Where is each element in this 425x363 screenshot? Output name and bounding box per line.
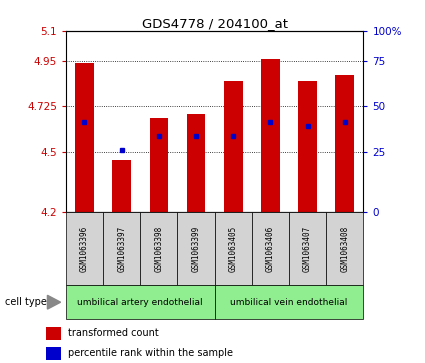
Bar (66, 285, 215, 319)
Bar (215, 212, 252, 285)
Text: umbilical vein endothelial: umbilical vein endothelial (230, 298, 348, 307)
Text: GSM1063397: GSM1063397 (117, 225, 126, 272)
Bar (75, 63, 94, 212)
Bar (326, 212, 363, 285)
Bar (215, 285, 363, 319)
Text: transformed count: transformed count (68, 329, 159, 338)
Text: percentile rank within the sample: percentile rank within the sample (68, 348, 233, 358)
Text: GSM1063398: GSM1063398 (154, 225, 163, 272)
Bar (187, 114, 205, 212)
Bar (224, 81, 243, 212)
Bar (112, 160, 131, 212)
Text: cell type: cell type (5, 297, 47, 307)
Bar (150, 118, 168, 212)
Text: umbilical artery endothelial: umbilical artery endothelial (77, 298, 203, 307)
Bar (46, 327, 60, 340)
Bar (252, 212, 289, 285)
Bar (298, 81, 317, 212)
Bar (178, 212, 215, 285)
Text: GSM1063396: GSM1063396 (80, 225, 89, 272)
Bar (140, 212, 178, 285)
Text: GSM1063399: GSM1063399 (192, 225, 201, 272)
Bar (46, 347, 60, 360)
Bar (289, 212, 326, 285)
Text: GSM1063406: GSM1063406 (266, 225, 275, 272)
Bar (335, 75, 354, 212)
Bar (261, 59, 280, 212)
Bar (103, 212, 140, 285)
Polygon shape (48, 295, 61, 309)
Text: GSM1063408: GSM1063408 (340, 225, 349, 272)
Text: GSM1063405: GSM1063405 (229, 225, 238, 272)
Title: GDS4778 / 204100_at: GDS4778 / 204100_at (142, 17, 288, 30)
Text: GSM1063407: GSM1063407 (303, 225, 312, 272)
Bar (66, 212, 103, 285)
